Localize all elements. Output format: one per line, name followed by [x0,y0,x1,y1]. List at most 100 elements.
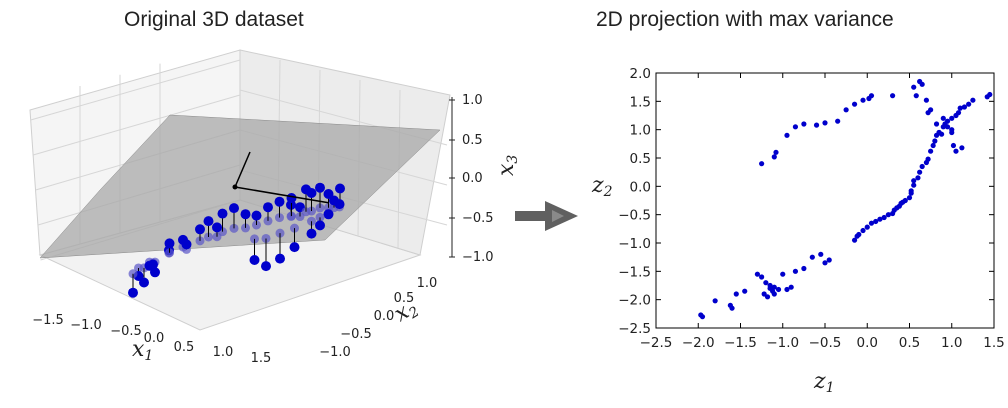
y-tick-label: −2.5 [618,321,651,337]
data-point [856,231,862,238]
data-point [801,265,807,272]
data-point [949,115,955,121]
data-point [881,214,887,221]
2d-axis-ticks: −2.5 −2.0 −1.5 −1.0 −0.5 0.0 0.5 1.0 1.5 2.0 1.5 1.… [618,66,1005,351]
data-point-3d [301,184,311,195]
data-point [911,182,917,188]
chart-title-3d: Original 3D dataset [124,8,304,31]
data-point-3d [249,255,260,265]
grid-line [30,59,241,121]
projection-plane [39,114,441,259]
data-point-3d [195,224,205,235]
data-point [813,122,820,128]
data-point [890,93,896,99]
y-tick-label: −2.0 [618,293,651,309]
data-point-3d [334,199,345,210]
data-point [944,118,951,124]
data-point [966,101,972,107]
data-point [868,93,875,99]
data-point-3d [289,242,300,253]
x3-tick-label: 0.0 [462,171,483,186]
x3-axis-label: x3 [494,155,521,176]
data-point [763,280,769,286]
data-point [822,260,828,266]
data-point [868,220,875,226]
data-point [773,149,779,155]
data-point [699,314,706,320]
2d-points [698,78,993,320]
data-point [759,274,765,280]
x-tick-label: −1.5 [724,335,757,351]
data-point [939,131,945,137]
data-point [919,163,925,170]
3d-tick-labels: −1.5 −1.0 −0.5 0.00.5 1.0 1.5 −1.0−0.50.00.51.… [32,93,493,366]
data-point [877,216,883,222]
data-point [911,178,917,184]
data-point-3d [323,209,334,220]
data-point [792,268,799,274]
data-point [923,97,930,103]
data-point [928,107,934,113]
x-tick-label: −1.0 [766,335,799,351]
data-point [712,298,718,304]
data-point-3d [229,203,239,214]
data-point [784,286,790,293]
data-point-3d [164,238,175,249]
x-tick-label: 1.0 [941,335,962,351]
data-point-3d [306,228,317,239]
data-point [759,161,765,167]
x-tick-label: −0.5 [809,335,842,351]
y-tick-label: 0.0 [630,179,651,195]
data-point [987,91,993,98]
data-point-3d [128,287,138,298]
data-point-3d [217,208,228,219]
z1-axis-label: z1 [813,369,835,396]
x3-tick-label: 1.0 [462,93,483,108]
data-point-3d [263,202,273,213]
y-tick-label: −1.0 [618,236,651,252]
data-point-3d [315,182,325,193]
data-point [885,212,891,218]
data-point [764,294,771,300]
x1-tick-label: 0.0 [144,331,165,346]
data-point [835,118,841,124]
data-point-3d [251,210,262,221]
data-point [851,237,858,243]
data-point [771,154,777,160]
x2-tick-label: −1.0 [319,345,351,360]
data-point [915,175,921,181]
data-point [925,156,931,162]
data-point-3d [148,259,158,270]
data-point [780,271,786,277]
data-point [775,286,782,293]
dataset-mean [232,184,238,190]
y-tick-label: 1.5 [630,94,651,110]
data-point [826,257,832,263]
data-point-3d [274,196,285,207]
data-point [950,142,957,149]
x-tick-label: 0.0 [857,335,878,351]
data-point [864,224,870,230]
data-point [908,188,914,194]
data-point-3d [203,216,214,227]
data-point [851,101,858,107]
data-point [970,97,976,103]
data-point [913,93,919,99]
chart-title-2d: 2D projection with max variance [596,8,894,31]
data-point [932,138,938,144]
data-point [911,84,917,90]
data-point [930,142,936,149]
data-point [771,284,777,290]
x2-tick-label: 1.0 [417,276,438,291]
x-tick-label: −2.0 [682,335,715,351]
data-point [843,107,849,113]
data-point-3d [286,193,297,203]
data-point [792,124,799,130]
data-point [818,251,824,257]
x3-tick-label: −1.0 [462,250,494,265]
data-point [784,132,790,138]
data-point [957,105,963,111]
x1-tick-label: 1.0 [213,345,234,360]
data-point [944,124,951,130]
